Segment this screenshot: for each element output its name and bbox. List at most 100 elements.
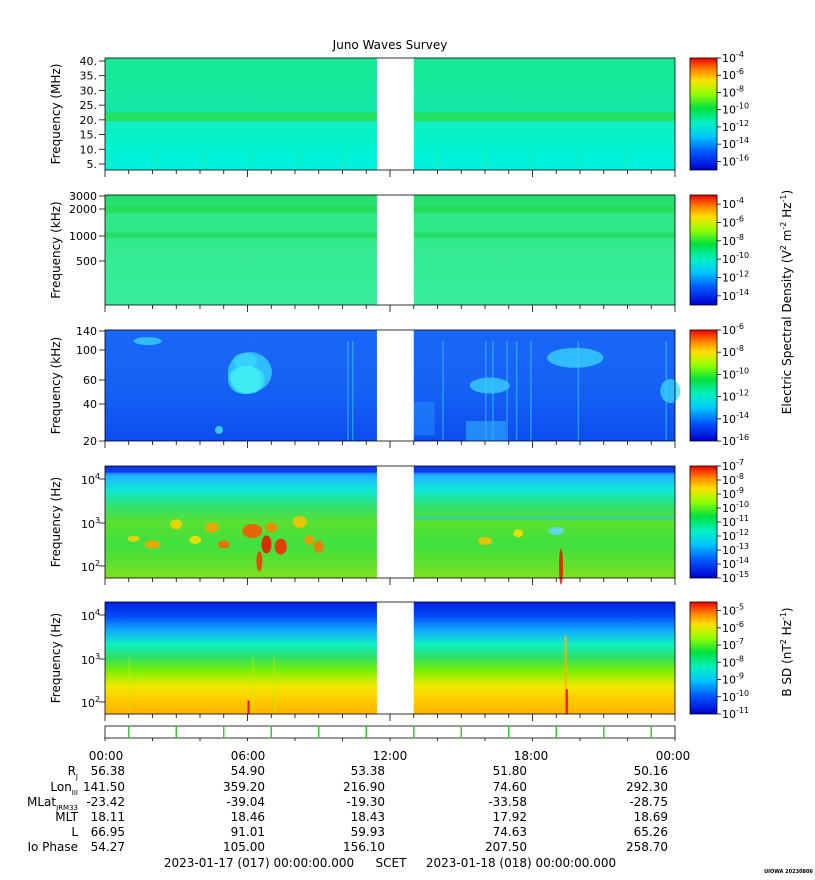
- ephemeris-label: L: [71, 825, 78, 839]
- emission-blob: [189, 535, 202, 544]
- y-tick-label: 1000: [69, 230, 97, 243]
- ephemeris-value: -33.58: [488, 795, 527, 809]
- emission-blob: [256, 551, 263, 572]
- time-label: 12:00: [373, 749, 408, 763]
- emission-streak: [577, 341, 580, 441]
- emission-streak: [252, 658, 254, 714]
- ephemeris-label: RJ: [68, 764, 78, 781]
- y-tick-label: 5.: [87, 158, 98, 171]
- ephemeris-value: 18.11: [91, 810, 125, 824]
- y-tick-label: 30.: [80, 84, 98, 97]
- colorbar: 10-5 10-6 10-7 10-8 10-9 10-10 10-11: [689, 601, 749, 721]
- emission-streak: [247, 700, 250, 714]
- y-tick-label: 104: [81, 472, 100, 487]
- emission-blob: [227, 365, 260, 394]
- y-tick-label: 500: [76, 255, 97, 268]
- footer-start-time: 2023-01-17 (017) 00:00:00.000: [164, 856, 354, 870]
- emission-blob: [133, 337, 162, 346]
- emission-blob: [265, 522, 278, 533]
- colorbar-tick-label: 10-9: [722, 672, 744, 687]
- footer-scet: SCET: [376, 856, 408, 870]
- ephemeris-value: 53.38: [351, 764, 385, 778]
- colorbar-gradient: [689, 601, 718, 715]
- y-tick-label: 3000: [69, 190, 97, 203]
- colorbar-tick-label: 10-6: [722, 322, 744, 337]
- ephemeris-value: 59.93: [351, 825, 385, 839]
- colorbar-tick-label: 10-8: [722, 472, 744, 487]
- colorbar-tick-label: 10-8: [722, 84, 744, 99]
- y-tick-label: 20: [83, 435, 97, 448]
- y-tick-label: 140: [76, 325, 97, 338]
- colorbar-tick-label: 10-9: [722, 486, 744, 501]
- emission-blob: [261, 535, 272, 554]
- time-label: 06:00: [231, 749, 266, 763]
- emission-streak: [109, 150, 111, 170]
- colorbar: 10-710-810-910-1010-1110-1210-1310-1410-…: [689, 458, 749, 585]
- colorbar-tick-label: 10-10: [722, 500, 749, 515]
- y-tick-label: 103: [81, 652, 100, 667]
- emission-blob: [170, 519, 183, 530]
- ephemeris-value: 18.43: [351, 810, 385, 824]
- ephemeris-value: -19.30: [346, 795, 385, 809]
- y-tick-label: 35.: [80, 70, 98, 83]
- emission-streak: [156, 150, 158, 170]
- emission-blob: [292, 516, 307, 528]
- ephemeris-value: 54.27: [91, 840, 125, 854]
- emission-streak: [492, 341, 494, 441]
- y-tick-label: 2000: [69, 203, 97, 216]
- figure-title: Juno Waves Survey: [332, 38, 448, 52]
- emission-streak: [438, 150, 440, 170]
- colorbar: 10-6 10-8 10-10 10-12 10-14 10-16: [689, 322, 749, 448]
- colorbar-gradient: [689, 465, 718, 579]
- emission-blob: [274, 538, 287, 555]
- ephemeris-value: 216.90: [343, 780, 385, 794]
- emission-blob: [242, 523, 263, 538]
- ephemeris-value: -23.42: [86, 795, 125, 809]
- y-tick-label: 25.: [80, 99, 98, 112]
- emission-blob: [304, 534, 315, 545]
- emission-patch: [466, 421, 506, 441]
- emission-streak: [626, 150, 628, 170]
- y-axis-label: Frequency (kHz): [49, 337, 63, 434]
- colorbar-gradient: [689, 194, 718, 306]
- y-tick-label: 102: [81, 695, 100, 710]
- colorbar-tick-label: 10-7: [722, 458, 744, 473]
- colorbar-tick-label: 10-10: [722, 366, 749, 381]
- y-tick-label: 40.: [80, 55, 98, 68]
- emission-blob: [144, 540, 161, 549]
- emission-streak: [665, 341, 667, 441]
- time-bar-frame: [104, 725, 676, 739]
- emission-blob: [548, 526, 565, 535]
- emission-streak: [347, 341, 349, 441]
- y-tick-label: 100: [76, 344, 97, 357]
- emission-band: [413, 516, 675, 520]
- colorbar-tick-label: 10-8: [722, 233, 744, 248]
- ephemeris-value: 91.01: [231, 825, 265, 839]
- ephemeris-value: 292.30: [626, 780, 668, 794]
- spectrogram-panel-3: 140 100 60 40 20 Frequency (kHz) 10-6 10-8 10-10…: [49, 322, 749, 448]
- emission-blob: [217, 540, 230, 549]
- emission-streak: [442, 341, 444, 441]
- ephemeris-value: 359.20: [223, 780, 265, 794]
- ephemeris-value: 17.92: [493, 810, 527, 824]
- emission-streak: [579, 150, 581, 170]
- colorbar-tick-label: 10-14: [722, 136, 749, 151]
- ephemeris-label: MLT: [55, 810, 78, 824]
- ephemeris-label: MLatJRM33: [27, 795, 78, 812]
- emission-streak: [515, 341, 518, 441]
- colorbar-tick-label: 10-7: [722, 637, 744, 652]
- emission-blob: [547, 347, 604, 368]
- y-tick-label: 102: [81, 559, 100, 574]
- ephemeris-value: 51.80: [493, 764, 527, 778]
- y-axis-label: Frequency (kHz): [49, 201, 63, 298]
- emission-blob: [204, 522, 219, 533]
- data-gap: [376, 57, 414, 171]
- spectrogram-panel-4: 104 103 102 Frequency (Hz) 10-710-810-910-10…: [49, 458, 749, 585]
- ephemeris-value: 141.50: [83, 780, 125, 794]
- emission-streak: [485, 341, 487, 441]
- data-gap: [376, 465, 414, 579]
- colorbar-tick-label: 10-12: [722, 119, 749, 134]
- colorbar-tick-label: 10-8: [722, 654, 744, 669]
- data-gap: [376, 329, 414, 442]
- spectrogram-panel-1: 40. 35.30. 25. 20. 15.10. 5. Frequency (MHz) 10…: [49, 50, 749, 177]
